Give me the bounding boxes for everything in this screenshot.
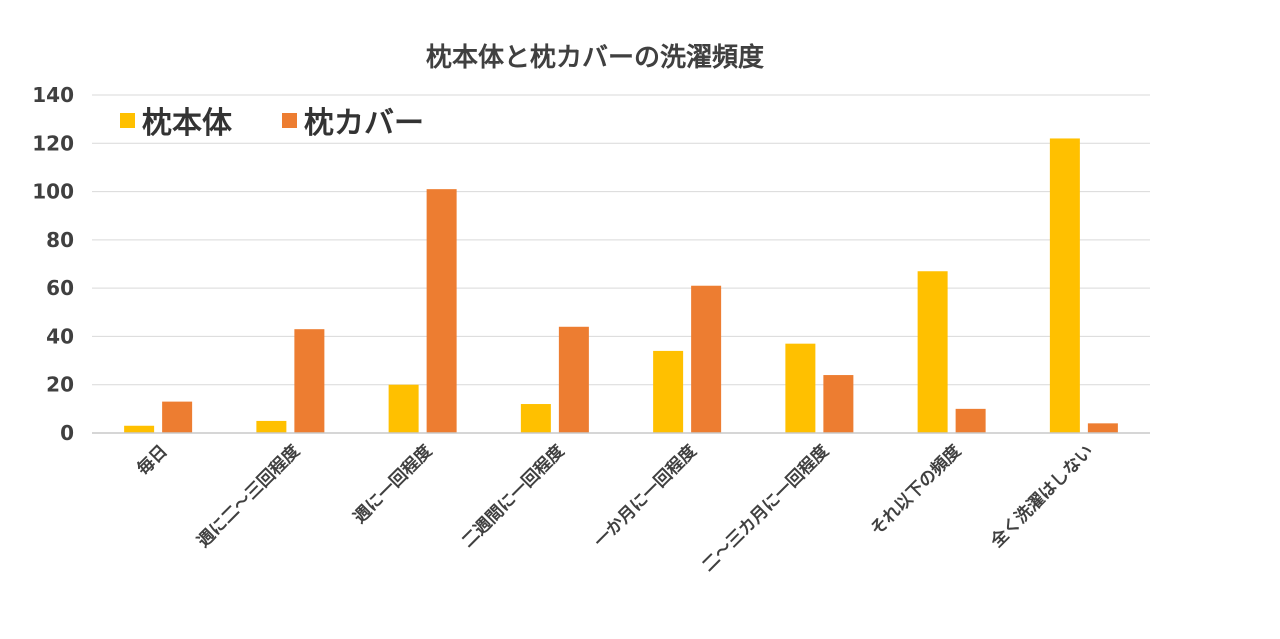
bar-pillow-cover: [955, 408, 986, 433]
x-tick-label: 週に二～三回程度: [193, 440, 305, 552]
bars: [124, 138, 1118, 433]
bar-pillow-body: [1049, 138, 1080, 433]
gridlines: [92, 94, 1150, 386]
bar-pillow-cover: [426, 189, 457, 433]
bar-pillow-cover: [294, 329, 325, 433]
bar-pillow-body: [388, 384, 419, 433]
legend: 枕本体 枕カバー: [120, 106, 424, 141]
y-tick-label: 120: [32, 131, 74, 155]
bar-pillow-cover: [558, 326, 589, 433]
y-tick-label: 60: [46, 276, 74, 300]
y-tick-label: 40: [46, 324, 74, 348]
legend-swatch: [282, 113, 297, 128]
x-tick-label: 二～三カ月に一回程度: [698, 440, 834, 576]
legend-label: 枕カバー: [304, 106, 424, 141]
bar-pillow-cover: [162, 401, 193, 433]
x-tick-label: 毎日: [133, 441, 172, 480]
x-axis-ticks: 毎日 週に二～三回程度 週に一回程度 二週間に一回程度 一か月に一回程度二～三カ月に一回…: [133, 440, 1098, 576]
bar-pillow-cover: [1087, 423, 1118, 433]
y-tick-label: 20: [46, 373, 74, 397]
x-tick-label: 週に一回程度: [349, 440, 437, 528]
legend-label: 枕本体: [142, 106, 233, 141]
y-tick-label: 80: [46, 228, 74, 252]
x-tick-label: 一か月に一回程度: [590, 440, 702, 552]
bar-pillow-body: [256, 420, 287, 433]
bar-pillow-body: [785, 343, 816, 433]
y-tick-label: 0: [60, 421, 74, 445]
chart-title: 枕本体と枕カバーの洗濯頻度: [426, 42, 764, 73]
bar-pillow-body: [124, 425, 155, 433]
y-tick-label: 100: [32, 180, 74, 204]
bar-pillow-body: [917, 271, 948, 433]
x-tick-label: 全く洗濯はしない: [986, 441, 1098, 553]
bar-pillow-cover: [691, 285, 722, 433]
bar-pillow-cover: [823, 375, 854, 433]
y-axis-ticks: 0 20 40 60 80 100 120 140: [32, 83, 74, 445]
bar-pillow-body: [520, 404, 551, 433]
x-tick-label: 二週間に一回程度: [457, 440, 569, 552]
y-tick-label: 140: [32, 83, 74, 107]
x-tick-label: それ以下の頻度: [866, 440, 966, 540]
legend-swatch: [120, 113, 135, 128]
bar-pillow-body: [653, 350, 684, 433]
